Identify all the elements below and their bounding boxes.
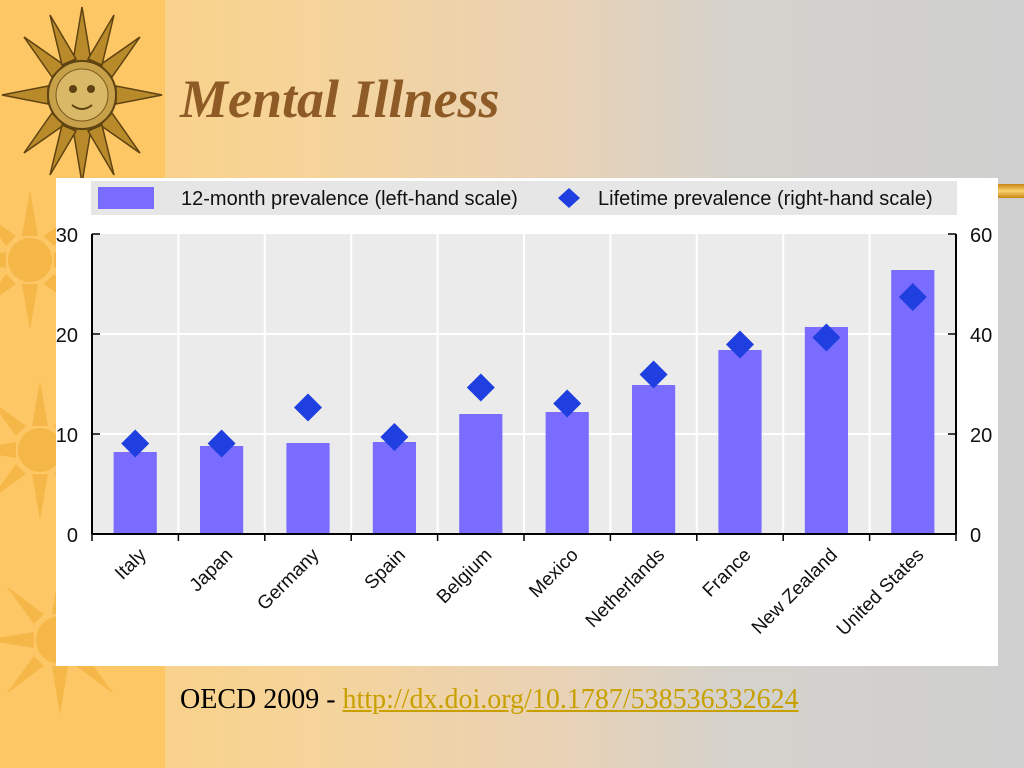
category-label: Mexico xyxy=(525,545,582,602)
diamond-marker xyxy=(466,373,495,402)
tick-labels: 0 10 20 30 0 20 40 60 xyxy=(56,225,992,547)
bars xyxy=(113,270,935,534)
sun-icon xyxy=(0,6,163,715)
bar xyxy=(545,412,589,534)
source-citation: OECD 2009 - http://dx.doi.org/10.1787/53… xyxy=(180,684,799,716)
bar xyxy=(286,443,330,534)
gridlines xyxy=(92,234,956,534)
diamond-marker xyxy=(553,389,582,418)
diamond-marker xyxy=(898,283,927,311)
right-edge-tab xyxy=(998,184,1024,198)
diamond-marker xyxy=(294,393,322,422)
legend-box xyxy=(91,181,957,215)
category-label: Germany xyxy=(253,544,323,614)
category-label: Belgium xyxy=(433,545,496,608)
bar xyxy=(200,446,244,534)
category-label: Italy xyxy=(111,544,151,584)
category-label: New Zealand xyxy=(748,545,842,639)
y-tick-label-left: 30 xyxy=(56,225,78,247)
y-tick-label-left: 0 xyxy=(67,525,78,547)
bar xyxy=(372,442,416,534)
category-label: France xyxy=(699,545,756,602)
chart-panel: 12-month prevalence (left-hand scale) Li… xyxy=(56,178,998,666)
y-tick-label-right: 60 xyxy=(970,225,992,247)
diamond-marker xyxy=(726,330,754,359)
bar xyxy=(459,414,503,534)
category-label: Spain xyxy=(361,545,410,594)
bar xyxy=(113,452,157,534)
source-prefix: OECD 2009 - xyxy=(180,684,343,715)
bar xyxy=(891,270,935,534)
bar xyxy=(718,350,762,534)
diamond-marker xyxy=(121,429,150,458)
bar xyxy=(804,327,848,534)
y-tick-label-right: 0 xyxy=(970,525,981,547)
diamond-marker xyxy=(639,360,668,389)
legend-diamond-label: Lifetime prevalence (right-hand scale) xyxy=(598,188,933,210)
bar xyxy=(632,385,676,534)
diamond-marker xyxy=(380,423,409,451)
y-tick-label-right: 20 xyxy=(970,425,992,447)
y-tick-label-right: 40 xyxy=(970,325,992,347)
source-link[interactable]: http://dx.doi.org/10.1787/538536332624 xyxy=(342,684,799,715)
category-label: Netherlands xyxy=(582,545,669,632)
prevalence-chart: 12-month prevalence (left-hand scale) Li… xyxy=(56,181,992,640)
axes xyxy=(91,233,957,541)
slide-title: Mental Illness xyxy=(180,69,500,129)
diamond-marker xyxy=(207,429,236,458)
markers xyxy=(121,283,927,458)
category-labels: Italy Japan Germany Spain Belgium Mexico Nethe… xyxy=(111,544,928,640)
diamond-marker xyxy=(812,323,841,352)
legend-diamond-swatch xyxy=(558,188,580,208)
legend-bar-label: 12-month prevalence (left-hand scale) xyxy=(181,188,518,210)
category-label: Japan xyxy=(186,545,237,596)
category-label: United States xyxy=(833,545,929,641)
y-tick-label-left: 20 xyxy=(56,325,78,347)
y-tick-label-left: 10 xyxy=(56,425,78,447)
legend-bar-swatch xyxy=(98,187,154,209)
